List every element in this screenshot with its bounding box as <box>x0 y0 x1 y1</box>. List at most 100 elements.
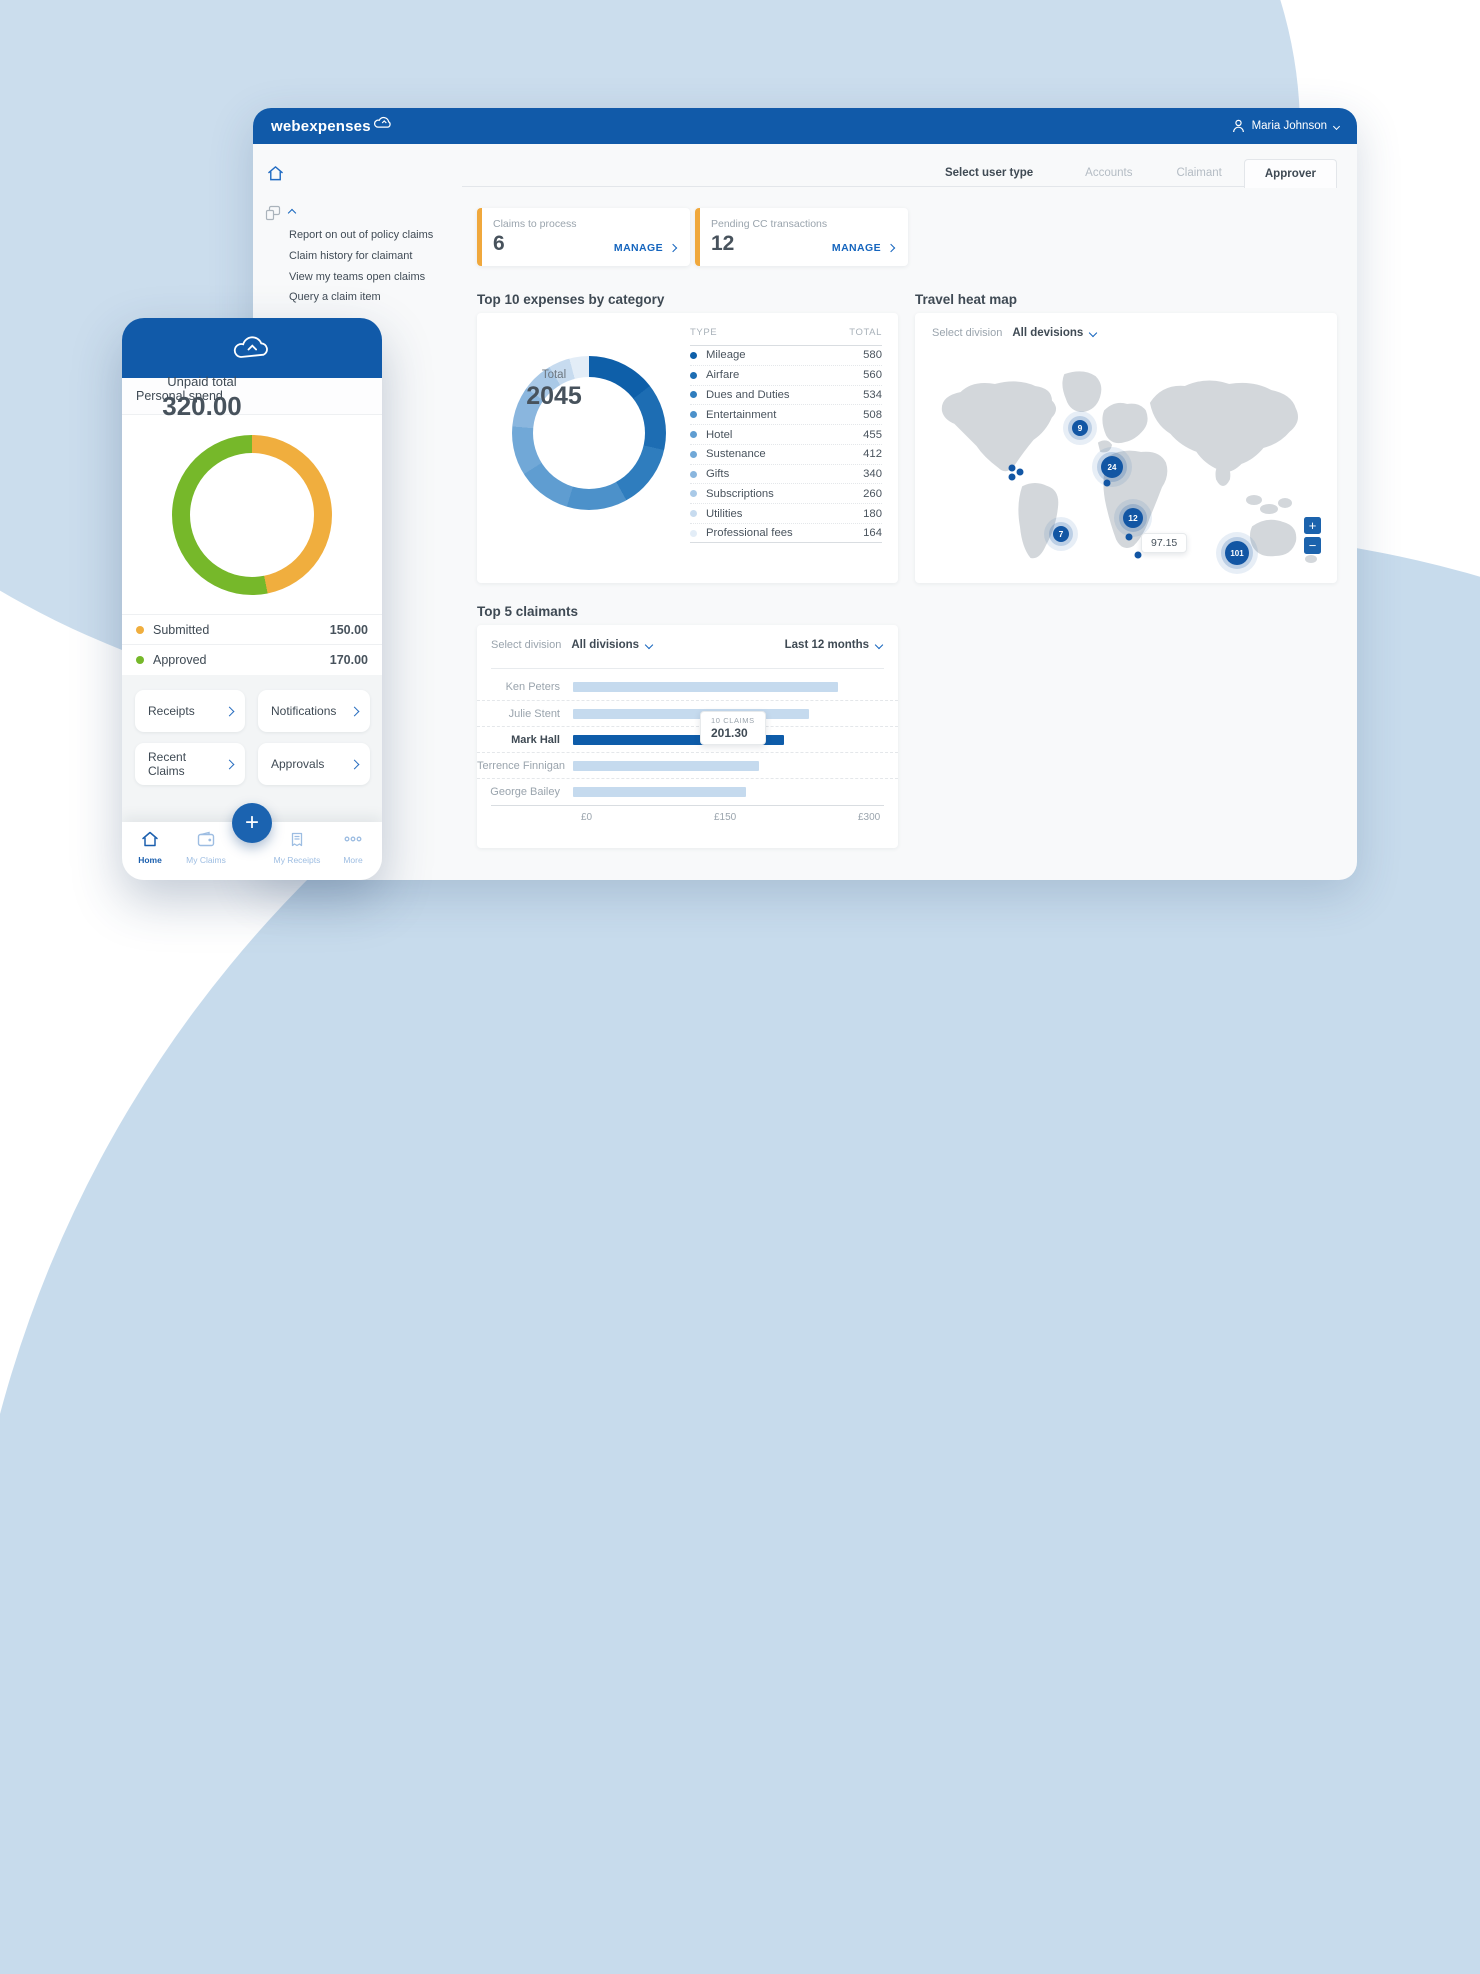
map-dot[interactable] <box>1125 533 1133 541</box>
legend-dot <box>690 490 697 498</box>
nav-my-claims[interactable]: My Claims <box>178 831 234 865</box>
wallet-icon <box>197 831 215 851</box>
claimants-section-title: Top 5 claimants <box>477 604 579 619</box>
mobile-app-card: Personal spend Unpaid total 320.00 Submi… <box>122 318 382 880</box>
donut-total-value: 2045 <box>526 382 582 410</box>
map-zoom-in-button[interactable]: + <box>1304 517 1321 534</box>
bar[interactable] <box>573 682 838 692</box>
sidebar-item-1[interactable]: Claim history for claimant <box>289 249 413 262</box>
sidebar-item-2[interactable]: View my teams open claims <box>289 270 426 283</box>
unpaid-value: 320.00 <box>162 391 242 421</box>
more-icon <box>343 834 363 851</box>
nav-home[interactable]: Home <box>122 831 178 865</box>
tabs-label: Select user type <box>944 167 1034 179</box>
division-value: All devisions <box>1012 327 1084 339</box>
manage-cc-button[interactable]: MANAGE <box>832 242 896 254</box>
home-icon[interactable] <box>267 165 284 182</box>
sidebar-item-0[interactable]: Report on out of policy claims <box>289 229 434 241</box>
sidebar-item-3[interactable]: Query a claim item <box>289 291 381 304</box>
map-dot[interactable] <box>1008 473 1016 481</box>
legend-label: Airfare <box>706 369 740 382</box>
spend-breakdown-rows: Submitted 150.00 Approved 170.00 <box>122 614 382 674</box>
division-value: All divisions <box>571 639 640 651</box>
row-label: Approved <box>153 652 207 667</box>
donut-center: Unpaid total 320.00 <box>122 318 282 478</box>
division-dropdown[interactable]: All divisions <box>571 639 654 651</box>
map-dot[interactable] <box>1134 551 1142 559</box>
status-dot <box>136 625 144 634</box>
map-zoom-out-button[interactable]: − <box>1304 537 1321 554</box>
claimants-panel: Select division All divisions Last 12 mo… <box>477 625 898 848</box>
filter-label: Select division <box>932 327 1003 339</box>
cloud-icon <box>373 116 391 128</box>
add-button[interactable]: + <box>232 803 272 843</box>
button-label: Recent Claims <box>148 750 187 778</box>
division-dropdown[interactable]: All devisions <box>1012 327 1098 339</box>
bar-row: Mark Hall <box>477 726 898 752</box>
legend-bottom-rule <box>690 541 882 543</box>
legend-row: Mileage 580 <box>690 346 882 366</box>
legend-row: Professional fees 164 <box>690 524 882 543</box>
legend-label: Professional fees <box>706 527 793 540</box>
tab-accounts[interactable]: Accounts <box>1085 167 1133 179</box>
bar[interactable] <box>573 708 809 719</box>
card-title: Pending CC transactions <box>711 218 828 230</box>
map-marker-7[interactable]: 7 <box>1053 526 1069 542</box>
legend-value: 508 <box>863 408 882 421</box>
heatmap-section-title: Travel heat map <box>915 292 1018 307</box>
map-marker-12[interactable]: 12 <box>1123 508 1143 528</box>
claimants-bar-chart: Ken Peters Julie Stent Mark Hall Terrenc… <box>477 674 898 804</box>
map-tooltip: 97.15 <box>1141 533 1188 553</box>
personal-spend-donut <box>172 435 332 595</box>
filter-label: Select division <box>491 639 562 651</box>
recent-claims-button[interactable]: Recent Claims <box>135 743 245 785</box>
legend-col-total: TOTAL <box>849 327 882 338</box>
nav-my-receipts[interactable]: My Receipts <box>269 831 325 865</box>
bar[interactable] <box>573 734 784 745</box>
nav-more[interactable]: More <box>325 831 381 865</box>
legend-label: Mileage <box>706 349 746 362</box>
user-type-tabs: Select user type Accounts Claimant Appro… <box>944 158 1337 188</box>
claimants-division-filter: Select division All divisions <box>491 639 654 651</box>
tick-0: £0 <box>581 812 593 823</box>
brand-logo: webexpenses <box>271 116 393 135</box>
chevron-up-icon[interactable] <box>287 208 297 218</box>
unpaid-label: Unpaid total <box>167 374 237 389</box>
approvals-button[interactable]: Approvals <box>258 743 370 785</box>
map-marker-101[interactable]: 101 <box>1225 541 1249 565</box>
legend-dot <box>690 510 697 518</box>
button-label: Notifications <box>271 704 337 718</box>
nav-label: My Claims <box>186 855 226 865</box>
map-marker-24[interactable]: 24 <box>1101 456 1123 478</box>
notifications-button[interactable]: Notifications <box>258 690 370 732</box>
tab-claimant[interactable]: Claimant <box>1176 167 1222 179</box>
spend-row-submitted: Submitted 150.00 <box>122 614 382 644</box>
legend-dot <box>690 470 697 478</box>
mobile-header <box>122 318 382 378</box>
map-dot[interactable] <box>1016 468 1024 476</box>
map-marker-9[interactable]: 9 <box>1072 420 1088 436</box>
bar[interactable] <box>573 786 746 797</box>
sidebar-menu: Report on out of policy claims Claim hist… <box>289 225 459 308</box>
manage-label: MANAGE <box>613 242 663 254</box>
bar[interactable] <box>573 760 759 771</box>
manage-claims-button[interactable]: MANAGE <box>613 242 678 254</box>
personal-spend-title: Personal spend <box>122 378 382 415</box>
legend-col-type: TYPE <box>690 327 718 338</box>
chevron-right-icon <box>886 243 896 253</box>
bar-row: Julie Stent <box>477 700 898 726</box>
user-menu[interactable]: Maria Johnson <box>1232 119 1341 133</box>
tab-approver[interactable]: Approver <box>1243 158 1337 188</box>
world-map <box>941 371 1317 563</box>
brand-name: webexpenses <box>271 117 371 135</box>
row-value: 150.00 <box>329 622 368 637</box>
legend-value: 164 <box>863 527 882 540</box>
legend-label: Utilities <box>706 507 743 520</box>
mobile-lower-area: Receipts Notifications Recent Claims Approv… <box>122 675 382 880</box>
map-dot[interactable] <box>1008 464 1016 472</box>
spend-row-approved: Approved 170.00 <box>122 644 382 674</box>
receipts-button[interactable]: Receipts <box>135 690 245 732</box>
bar-label: George Bailey <box>490 785 560 798</box>
period-dropdown[interactable]: Last 12 months <box>785 639 884 651</box>
map-dot[interactable] <box>1103 479 1111 487</box>
